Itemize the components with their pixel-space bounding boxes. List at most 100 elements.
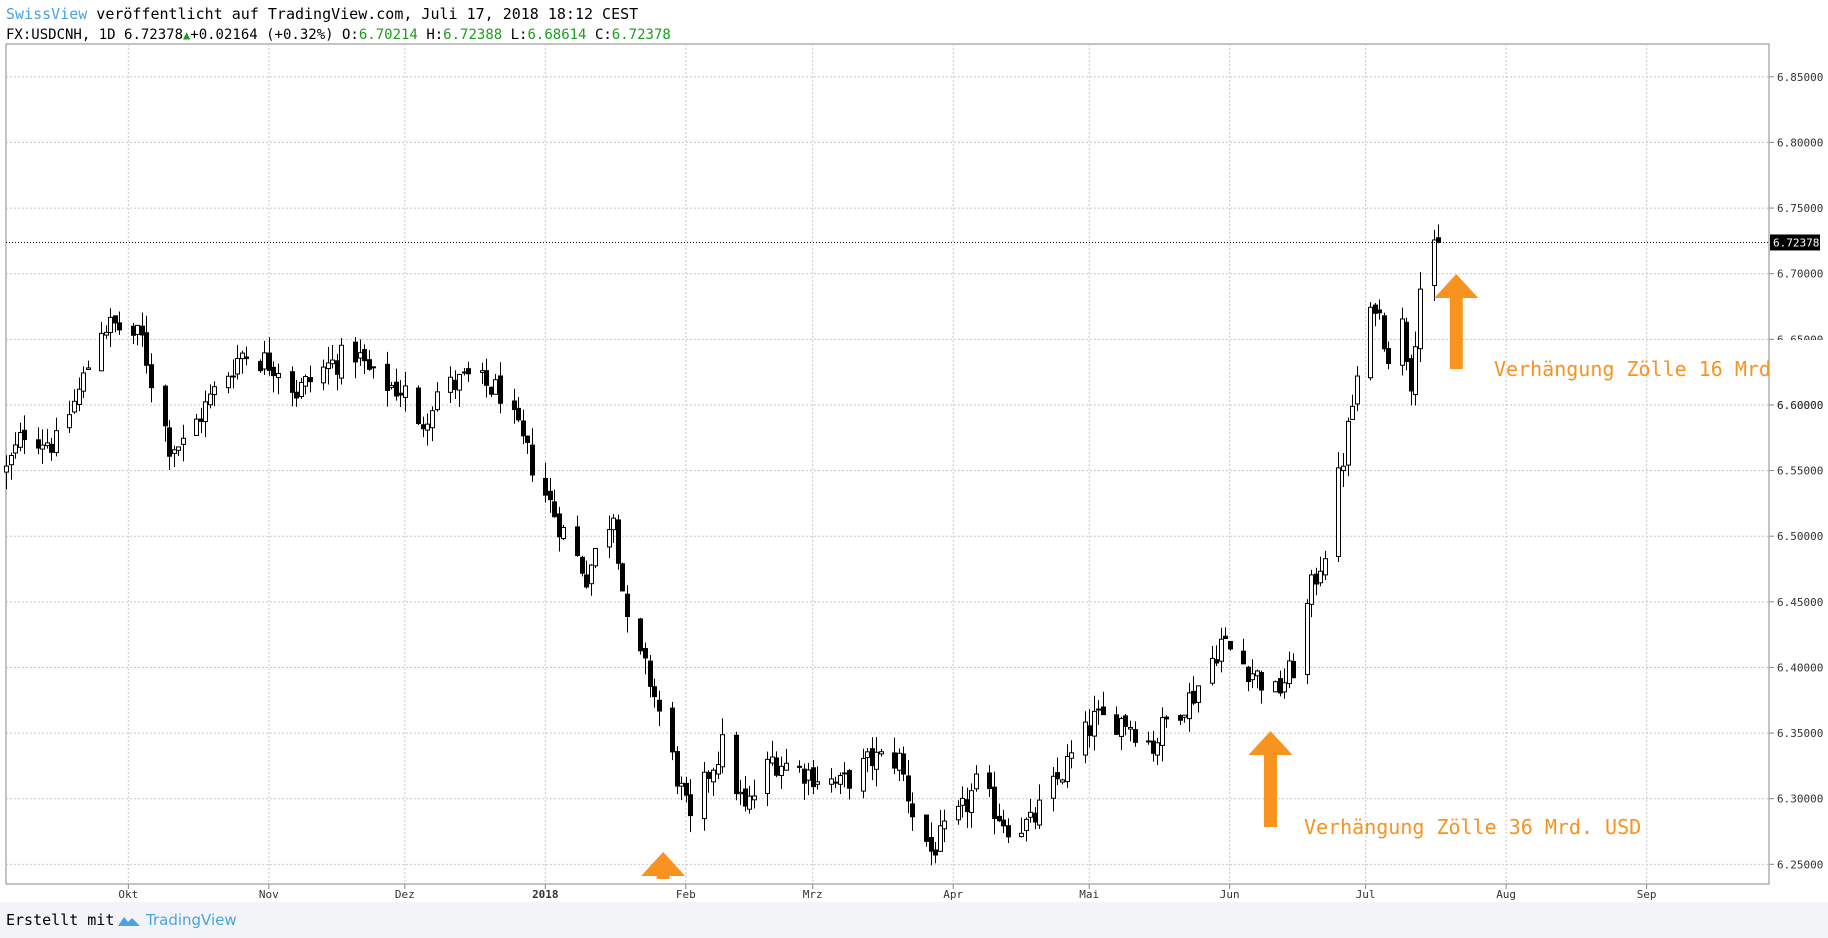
candle[interactable]: [1214, 645, 1219, 667]
candle[interactable]: [657, 690, 662, 727]
candle[interactable]: [1273, 680, 1278, 693]
candle[interactable]: [144, 315, 149, 374]
candle[interactable]: [308, 365, 313, 393]
candle[interactable]: [1305, 599, 1310, 685]
candle[interactable]: [1123, 714, 1128, 736]
candle[interactable]: [806, 762, 811, 796]
candle[interactable]: [403, 371, 408, 412]
candle[interactable]: [847, 768, 852, 800]
candle[interactable]: [212, 381, 217, 407]
candle[interactable]: [784, 748, 789, 771]
candle[interactable]: [552, 489, 557, 518]
price-axis[interactable]: 6.25000 6.30000 6.35000 6.40000 6.45000 6.500…: [1768, 44, 1823, 884]
candle[interactable]: [987, 765, 992, 797]
candle[interactable]: [829, 768, 834, 793]
candle[interactable]: [956, 800, 961, 825]
candle[interactable]: [77, 377, 82, 412]
candle[interactable]: [4, 455, 9, 490]
candle[interactable]: [113, 315, 118, 333]
candle[interactable]: [1341, 453, 1346, 487]
candle[interactable]: [267, 337, 272, 376]
candle[interactable]: [1436, 224, 1441, 244]
candle[interactable]: [1028, 798, 1033, 823]
candle[interactable]: [779, 756, 784, 789]
candle[interactable]: [1160, 707, 1165, 762]
candle[interactable]: [1219, 627, 1224, 673]
candle[interactable]: [149, 353, 154, 403]
candle[interactable]: [484, 358, 489, 398]
candle[interactable]: [589, 564, 594, 596]
candle[interactable]: [1196, 685, 1201, 713]
candle[interactable]: [910, 792, 915, 831]
candle[interactable]: [493, 374, 498, 395]
candle[interactable]: [1368, 302, 1373, 381]
candle[interactable]: [326, 347, 331, 385]
candle[interactable]: [1119, 716, 1124, 751]
candle[interactable]: [203, 390, 208, 438]
candle[interactable]: [108, 308, 113, 347]
candle[interactable]: [575, 515, 580, 557]
candle[interactable]: [525, 435, 530, 454]
candle[interactable]: [321, 359, 326, 391]
candle[interactable]: [702, 762, 707, 831]
candle[interactable]: [1146, 731, 1151, 745]
candle[interactable]: [1060, 778, 1065, 785]
candle[interactable]: [815, 766, 820, 790]
candle[interactable]: [54, 417, 59, 457]
candle[interactable]: [833, 776, 838, 788]
candle[interactable]: [752, 779, 757, 809]
candle[interactable]: [86, 360, 91, 370]
candle[interactable]: [290, 366, 295, 407]
candle[interactable]: [716, 751, 721, 780]
candle[interactable]: [1318, 556, 1323, 587]
candle[interactable]: [394, 368, 399, 401]
candle[interactable]: [561, 524, 566, 541]
candle[interactable]: [1101, 691, 1106, 716]
candle[interactable]: [416, 385, 421, 425]
candle[interactable]: [385, 351, 390, 407]
candle[interactable]: [194, 413, 199, 436]
candle[interactable]: [1128, 720, 1133, 742]
candle[interactable]: [117, 311, 122, 335]
candle[interactable]: [40, 429, 45, 464]
candle[interactable]: [1164, 715, 1169, 728]
candle[interactable]: [620, 562, 625, 592]
candle[interactable]: [240, 350, 245, 374]
candle[interactable]: [734, 731, 739, 801]
candle[interactable]: [892, 737, 897, 775]
candle[interactable]: [389, 382, 394, 390]
candle[interactable]: [276, 363, 281, 395]
candle[interactable]: [607, 515, 612, 559]
candle[interactable]: [13, 432, 18, 459]
candle[interactable]: [1336, 452, 1341, 562]
candle[interactable]: [1355, 366, 1360, 412]
candle[interactable]: [960, 786, 965, 818]
candle[interactable]: [643, 642, 648, 675]
candle[interactable]: [430, 406, 435, 442]
candle[interactable]: [924, 814, 929, 847]
candle[interactable]: [67, 400, 72, 433]
candle[interactable]: [811, 760, 816, 795]
candle[interactable]: [226, 372, 231, 394]
candle[interactable]: [1377, 299, 1382, 320]
candle[interactable]: [969, 783, 974, 828]
candle[interactable]: [516, 396, 521, 423]
candle[interactable]: [720, 718, 725, 774]
candle[interactable]: [1309, 569, 1314, 618]
candle[interactable]: [765, 751, 770, 807]
candle[interactable]: [466, 361, 471, 382]
candle[interactable]: [1386, 341, 1391, 370]
candle[interactable]: [258, 359, 263, 373]
candle[interactable]: [104, 325, 109, 339]
price-chart[interactable]: 6.25000 6.30000 6.35000 6.40000 6.45000 6.500…: [0, 0, 1828, 902]
candle[interactable]: [498, 362, 503, 414]
candle[interactable]: [1404, 317, 1409, 371]
candle[interactable]: [353, 337, 358, 379]
candle[interactable]: [167, 420, 172, 470]
candle[interactable]: [1083, 711, 1088, 764]
candle[interactable]: [842, 762, 847, 788]
candle[interactable]: [1432, 229, 1437, 301]
candle[interactable]: [1418, 272, 1423, 363]
candle[interactable]: [99, 321, 104, 372]
candle[interactable]: [580, 555, 585, 577]
